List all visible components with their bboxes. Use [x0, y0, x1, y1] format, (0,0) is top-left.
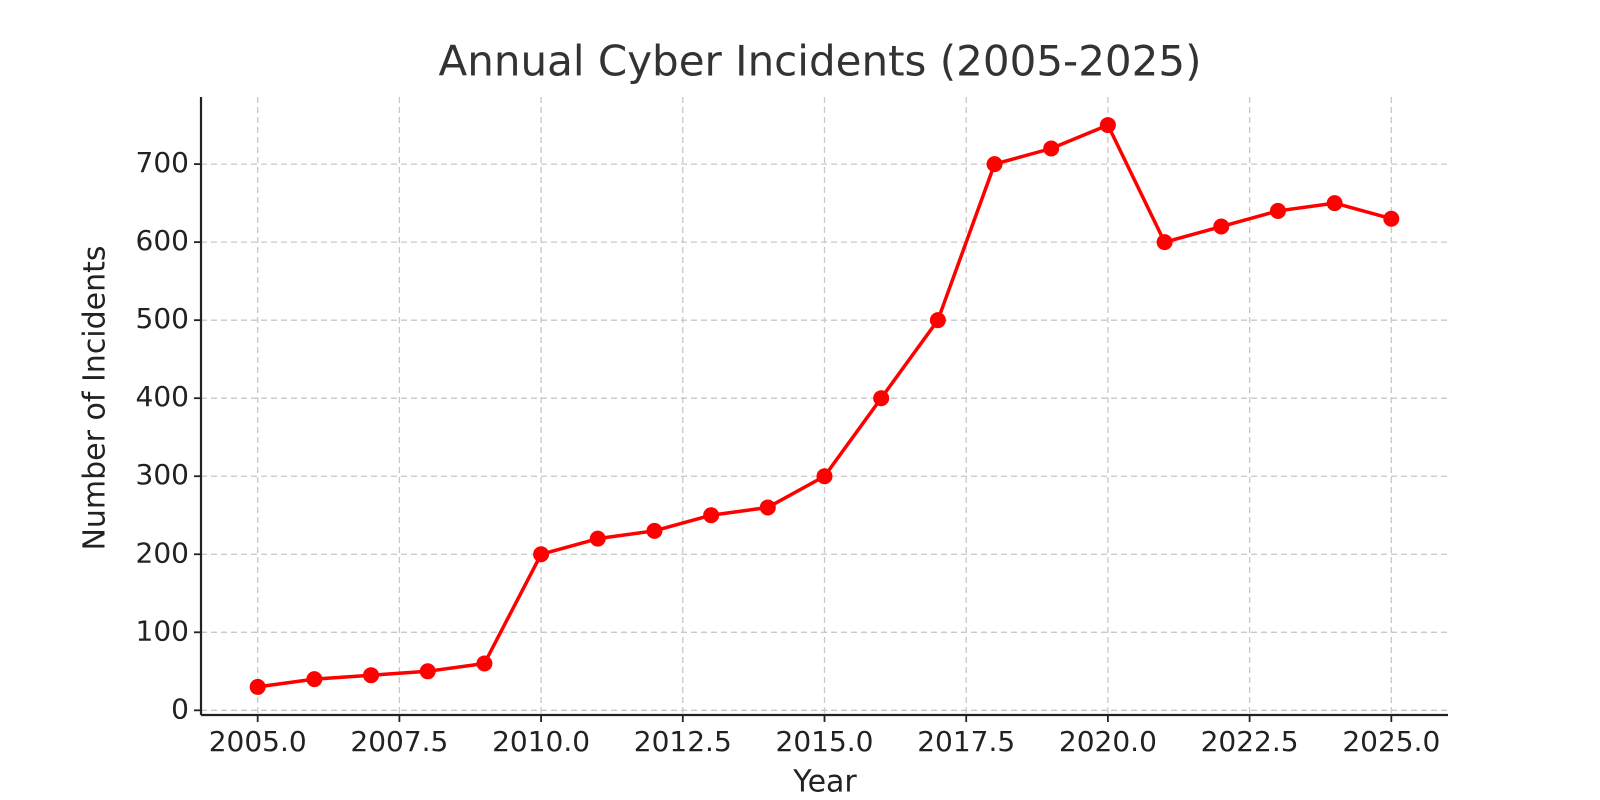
grid [201, 97, 1448, 715]
x-tick-label: 2005.0 [209, 725, 307, 758]
data-point [873, 390, 890, 407]
x-tick-label: 2025.0 [1342, 725, 1440, 758]
data-point [1043, 140, 1060, 157]
y-tick-label: 200 [136, 536, 189, 569]
x-tick-label: 2020.0 [1059, 725, 1157, 758]
x-tick-label: 2007.5 [350, 725, 448, 758]
y-tick-label: 0 [171, 692, 189, 725]
data-point [1099, 117, 1116, 134]
x-tick-label: 2010.0 [492, 725, 590, 758]
plot-area [249, 117, 1400, 695]
data-point [1326, 195, 1343, 212]
x-tick-label: 2015.0 [776, 725, 874, 758]
data-point [929, 312, 946, 329]
y-tick-label: 700 [136, 146, 189, 179]
data-point [533, 546, 550, 563]
y-tick-label: 100 [136, 614, 189, 647]
x-tick-label: 2017.5 [917, 725, 1015, 758]
data-point [986, 156, 1003, 173]
x-tick-label: 2022.5 [1201, 725, 1299, 758]
data-point [419, 663, 436, 680]
data-point [1269, 202, 1286, 219]
y-tick-label: 300 [136, 458, 189, 491]
data-point [476, 655, 493, 672]
data-point [363, 667, 380, 684]
data-point [646, 522, 663, 539]
data-point [1213, 218, 1230, 235]
data-point [306, 671, 323, 688]
data-point [1156, 234, 1173, 251]
data-point [589, 530, 606, 547]
x-tick-label: 2012.5 [634, 725, 732, 758]
data-point [249, 678, 266, 695]
data-point [1383, 210, 1400, 227]
data-point [816, 468, 833, 485]
y-tick-label: 600 [136, 224, 189, 257]
data-point [759, 499, 776, 516]
y-tick-label: 400 [136, 380, 189, 413]
x-axis-label: Year [792, 765, 857, 800]
y-axis-label: Number of Incidents [78, 245, 113, 550]
chart-title: Annual Cyber Incidents (2005-2025) [439, 37, 1202, 86]
data-point [703, 507, 720, 524]
y-tick-label: 500 [136, 302, 189, 335]
